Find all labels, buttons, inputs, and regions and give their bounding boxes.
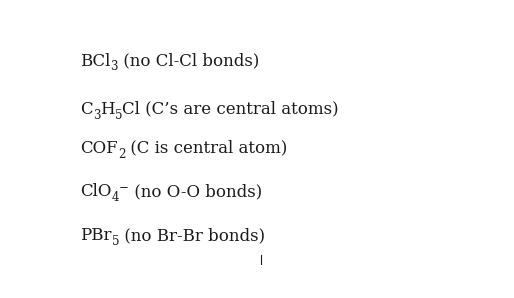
Text: (no Cl-Cl bonds): (no Cl-Cl bonds) (118, 52, 260, 70)
Text: C: C (80, 101, 93, 118)
Text: 4: 4 (112, 191, 119, 204)
Text: 3: 3 (111, 60, 118, 73)
Text: 2: 2 (118, 148, 125, 161)
Text: H: H (100, 101, 115, 118)
Text: 5: 5 (112, 235, 119, 248)
Text: 5: 5 (115, 109, 122, 122)
Text: COF: COF (80, 140, 118, 157)
Text: (no O-O bonds): (no O-O bonds) (129, 183, 262, 200)
Text: (no Br-Br bonds): (no Br-Br bonds) (119, 227, 265, 244)
Text: 3: 3 (93, 109, 100, 122)
Text: (C is central atom): (C is central atom) (125, 140, 288, 157)
Text: BCl: BCl (80, 52, 111, 70)
Text: Cl (C’s are central atoms): Cl (C’s are central atoms) (122, 101, 339, 118)
Text: −: − (119, 180, 129, 193)
Text: ClO: ClO (80, 183, 112, 200)
Text: PBr: PBr (80, 227, 112, 244)
